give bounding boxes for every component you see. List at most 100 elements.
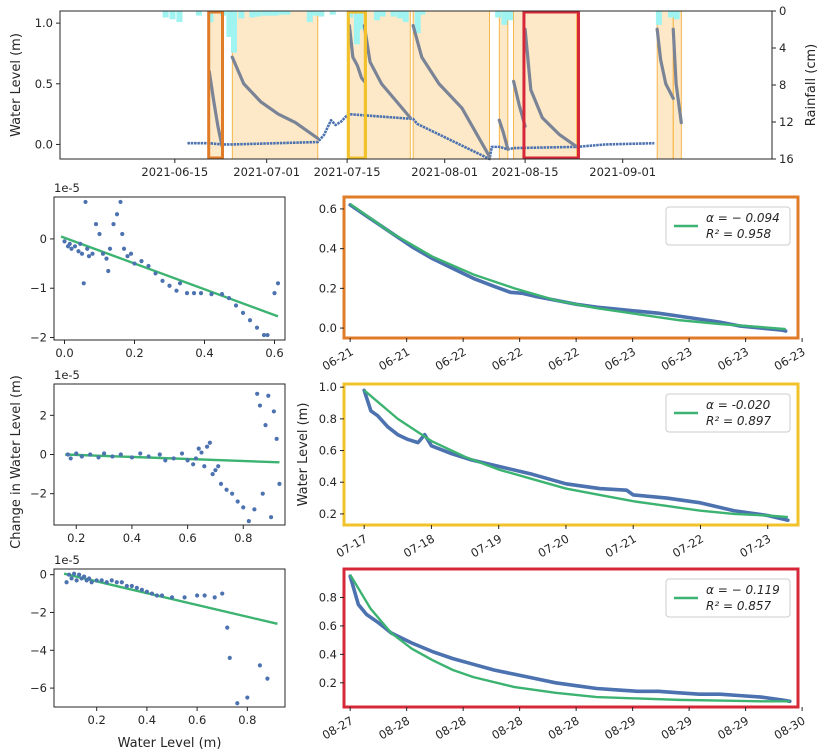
scatter-point xyxy=(72,244,78,249)
legend-box xyxy=(665,578,791,618)
scatter-point xyxy=(104,580,109,585)
x-tick-label: 0.0 xyxy=(55,346,73,360)
scatter-point xyxy=(210,471,215,477)
offset-text: 1e-5 xyxy=(54,553,80,567)
x-tick-label: 0.8 xyxy=(234,531,252,545)
y-axis-label: Water Level (m) xyxy=(9,33,24,137)
x-tick-label: 06-22 xyxy=(489,344,525,373)
x-tick-label: 06-21 xyxy=(320,344,356,373)
x-tick-label: 08-29 xyxy=(715,713,751,742)
scatter-point xyxy=(78,241,83,246)
rainfall-bar xyxy=(507,11,514,21)
legend-r2-label: R² = 0.958 xyxy=(706,227,772,241)
scatter-point xyxy=(220,591,225,596)
recession-segment xyxy=(523,27,579,149)
scatter-point xyxy=(272,291,277,296)
scatter-point xyxy=(199,450,204,455)
legend-box xyxy=(665,393,791,433)
scatter-point xyxy=(107,246,113,251)
rainfall-bar xyxy=(267,11,274,16)
scatter-point xyxy=(64,580,69,585)
scatter-point xyxy=(159,593,165,598)
scatter-point xyxy=(230,491,235,496)
scatter-point xyxy=(157,452,162,457)
rainfall-bar xyxy=(278,11,285,15)
x-tick-label: 0.6 xyxy=(265,346,283,360)
scatter-point xyxy=(207,440,212,445)
y-tick-label: −2 xyxy=(30,487,47,501)
scatter-point xyxy=(124,583,129,589)
fitted-line xyxy=(363,389,789,519)
rainfall-bar xyxy=(195,11,202,16)
scatter-point xyxy=(129,583,134,589)
x-tick-label: 06-21 xyxy=(376,344,412,373)
scatter-point xyxy=(76,249,81,254)
y-tick-label: 0 xyxy=(40,448,47,462)
scatter-yellow-panel: 0.2 0.4 0.6 0.8 2 0 −2 1e-5 Change in Water Leve… xyxy=(9,368,286,549)
scatter-point xyxy=(144,589,150,594)
x-tick-label: 06-23 xyxy=(602,344,638,373)
recession-segment xyxy=(347,23,366,83)
legend-alpha-label: α = − 0.094 xyxy=(706,211,780,225)
scatter-point xyxy=(93,222,99,227)
x-tick-label: 2021-08-15 xyxy=(492,165,559,179)
scatter-point xyxy=(79,454,84,459)
fit-line xyxy=(60,235,279,318)
legend-r2-label: R² = 0.857 xyxy=(706,599,772,613)
scatter-point xyxy=(213,468,218,473)
y-tick-label: 0.4 xyxy=(319,647,337,661)
recession-segment xyxy=(230,55,320,140)
rainfall-bar xyxy=(312,11,319,16)
scatter-point xyxy=(82,574,87,579)
scatter-point xyxy=(89,580,94,585)
rainfall-bar xyxy=(329,11,336,15)
scatter-point xyxy=(129,455,135,460)
rainfall-bar xyxy=(673,11,680,20)
scatter-point xyxy=(118,199,123,205)
scatter-point xyxy=(114,212,120,217)
scatter-point xyxy=(139,587,144,592)
y-tick-label: 0.5 xyxy=(35,77,53,91)
y-tick-label: 0.2 xyxy=(319,507,337,521)
y-axis-label: Change in Water Level (m) xyxy=(9,375,24,549)
fit-red-panel: 08-27 08-28 08-28 08-28 08-28 08-29 08-29 08-29… xyxy=(319,567,808,742)
rainfall-bar xyxy=(655,11,662,25)
rainfall-bar xyxy=(390,11,397,17)
scatter-point xyxy=(195,593,200,598)
x-tick-label: 0.4 xyxy=(123,531,141,545)
plot-frame xyxy=(53,196,286,341)
scatter-point xyxy=(100,251,106,256)
recession-segment xyxy=(411,23,492,159)
x-tick-label: 08-28 xyxy=(546,713,582,742)
scatter-point xyxy=(109,578,114,583)
scatter-point xyxy=(193,456,199,461)
scatter-point xyxy=(247,318,253,323)
scatter-point xyxy=(134,585,139,591)
timeseries-panel: 2021-06-15 2021-07-01 2021-07-15 2021-08-01… xyxy=(9,4,819,179)
scatter-point xyxy=(235,701,240,706)
scatter-point xyxy=(146,454,151,459)
y-tick-label: 0.2 xyxy=(319,676,337,690)
x-tick-label: 08-29 xyxy=(659,713,695,742)
scatter-point xyxy=(169,595,175,600)
recession-segment xyxy=(655,27,675,100)
scatter-point xyxy=(69,576,74,581)
scatter-point xyxy=(146,263,151,269)
y2-tick-label: 0 xyxy=(779,4,786,18)
x-tick-label: 0.6 xyxy=(178,531,196,545)
rainfall-bar xyxy=(207,11,214,23)
scatter-point xyxy=(266,393,271,398)
x-tick-label: 2021-08-01 xyxy=(411,165,478,179)
highlight-frame xyxy=(342,195,800,340)
scatter-point xyxy=(224,487,229,492)
rainfall-bar xyxy=(249,11,256,18)
scatter-point xyxy=(120,231,125,237)
legend-box xyxy=(665,206,791,246)
scatter-point xyxy=(101,451,107,456)
scatter-point xyxy=(191,291,197,296)
scatter-point xyxy=(219,292,225,297)
highlight-frame xyxy=(342,567,800,709)
scatter-point xyxy=(87,576,92,581)
y-tick-label: −2 xyxy=(30,605,47,619)
scatter-point xyxy=(62,239,67,244)
